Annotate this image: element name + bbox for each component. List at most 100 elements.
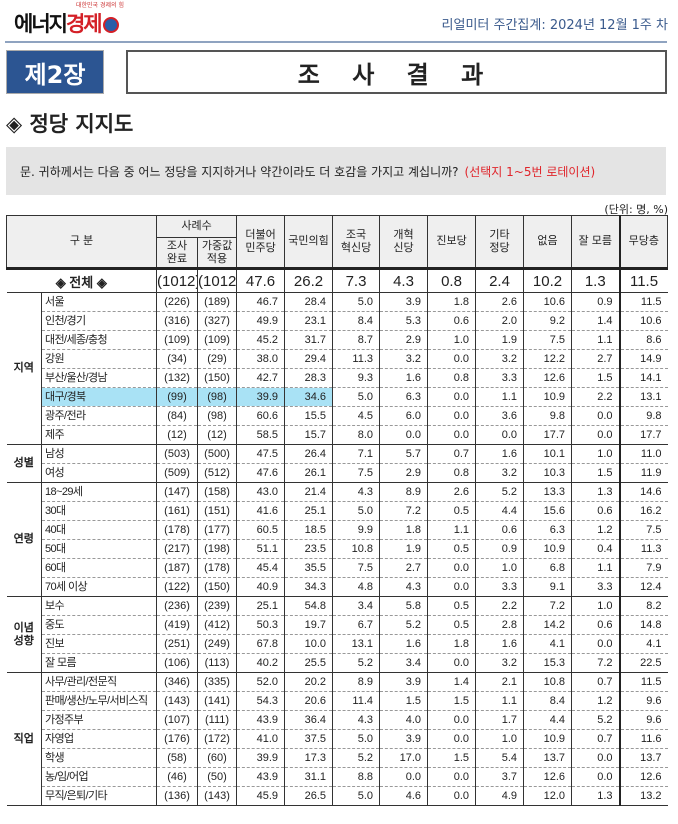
row-value: 14.6 (618, 482, 668, 502)
row-value: 14.1 (618, 368, 668, 388)
row-value: 43.9 (236, 710, 285, 730)
row-value: 5.8 (379, 596, 428, 616)
table-row: 50대 (217) (198) 51.1 23.5 10.8 1.9 0.5 0.9 10.9 0.… (7, 539, 668, 559)
row-value: (98) (197, 406, 237, 426)
row-value: 13.1 (332, 634, 380, 654)
row-value: 0.7 (427, 444, 476, 464)
row-value: 40.2 (236, 653, 285, 673)
row-value: 5.2 (571, 710, 620, 730)
row-value: 21.4 (284, 482, 333, 502)
header-category: 구 분 (5, 215, 158, 269)
row-value: 6.3 (379, 387, 428, 407)
row-value: 47.5 (236, 444, 285, 464)
row-value: (346) (156, 672, 198, 692)
row-value: 10.9 (523, 729, 572, 749)
row-value: 7.1 (332, 444, 380, 464)
question-box: 문. 귀하께서는 다음 중 어느 정당을 지지하거나 약간이라도 더 호감을 가… (6, 147, 666, 195)
row-value: 4.6 (379, 786, 428, 806)
total-value: 4.3 (379, 267, 428, 293)
row-value: 40.9 (236, 577, 285, 597)
row-value: 45.2 (236, 330, 285, 350)
row-value: 8.2 (618, 596, 668, 616)
row-value: 9.3 (332, 368, 380, 388)
row-value: 22.5 (618, 653, 668, 673)
row-value: 10.8 (523, 672, 572, 692)
chapter-title: 조 사 결 과 (126, 50, 667, 94)
row-value: 5.0 (332, 292, 380, 312)
row-value: 5.3 (379, 311, 428, 331)
row-label: 자영업 (40, 729, 157, 749)
group-label: 연령 (6, 482, 42, 597)
row-value: 43.0 (236, 482, 285, 502)
row-value: 0.6 (427, 311, 476, 331)
table-row: 연령 18~29세 (147) (158) 43.0 21.4 4.3 8.9 2.6 5.2 13… (6, 482, 668, 597)
row-value: 20.2 (284, 672, 333, 692)
row-value: 10.6 (618, 311, 668, 331)
row-value: 3.3 (571, 577, 620, 597)
unit-label: (단위: 명, %) (604, 203, 668, 216)
row-value: 18.5 (284, 520, 333, 540)
row-value: (34) (156, 349, 198, 369)
header-weighted: 가중값 적용 (197, 237, 238, 269)
row-value: 9.9 (332, 520, 380, 540)
row-value: 3.2 (475, 653, 524, 673)
row-value: 8.0 (332, 425, 380, 445)
question-text: 문. 귀하께서는 다음 중 어느 정당을 지지하거나 약간이라도 더 호감을 가… (20, 164, 459, 179)
row-value: 5.0 (332, 729, 380, 749)
row-label: 제주 (40, 425, 157, 445)
row-value: 36.4 (284, 710, 333, 730)
row-value: 38.0 (236, 349, 285, 369)
row-value: 0.0 (427, 767, 476, 787)
row-value: 60.5 (236, 520, 285, 540)
row-value: 8.6 (618, 330, 668, 350)
row-value: 54.3 (236, 691, 285, 711)
table-row: 부산/울산/경남 (132) (150) 42.7 28.3 9.3 1.6 0.8 3.3 12… (7, 368, 668, 388)
row-value: 25.1 (236, 596, 285, 616)
row-label: 여성 (40, 463, 157, 483)
row-value: 0.0 (571, 748, 620, 768)
row-label: 부산/울산/경남 (40, 368, 157, 388)
row-value: 1.0 (475, 729, 524, 749)
row-value: 15.7 (284, 425, 333, 445)
group-label: 지역 (6, 292, 42, 445)
row-value: 0.0 (427, 786, 476, 806)
row-value: 5.2 (332, 653, 380, 673)
row-value: 0.0 (379, 767, 428, 787)
row-value: 25.5 (284, 653, 333, 673)
row-value: 4.1 (523, 634, 572, 654)
row-value: 26.5 (284, 786, 333, 806)
row-value: (176) (156, 729, 198, 749)
row-value: 19.7 (284, 615, 333, 635)
row-value: 3.4 (332, 596, 380, 616)
table-row: 학생 (58) (60) 39.9 17.3 5.2 17.0 1.5 5.4 13.7 0.0 13… (7, 748, 668, 768)
table-row: 가정주부 (107) (111) 43.9 36.4 4.3 4.0 0.0 1.7 4.4 5.2… (7, 710, 668, 730)
row-value: (419) (156, 615, 198, 635)
row-value: 10.9 (523, 539, 572, 559)
row-value: 2.6 (475, 292, 524, 312)
row-value: 1.5 (571, 368, 620, 388)
row-value: 5.0 (332, 786, 380, 806)
chapter-label: 제2장 (6, 50, 104, 94)
row-value: 0.5 (427, 596, 476, 616)
row-value: 8.4 (332, 311, 380, 331)
row-value: 0.0 (571, 425, 620, 445)
row-value: 1.1 (427, 520, 476, 540)
row-value: 41.0 (236, 729, 285, 749)
header-party: 더불어 민주당 (236, 215, 286, 269)
row-value: (113) (197, 653, 237, 673)
row-value: 1.6 (379, 368, 428, 388)
row-value: 41.6 (236, 501, 285, 521)
row-value: 8.9 (379, 482, 428, 502)
row-value: (150) (197, 577, 237, 597)
results-table: 구 분 사례수 더불어 민주당 국민의힘 조국 혁신당 개혁 신당 진보당 기타 정당 없음 잘 … (5, 215, 669, 806)
row-value: 6.8 (523, 558, 572, 578)
row-label: 40대 (40, 520, 157, 540)
row-value: 3.9 (379, 672, 428, 692)
total-value: 2.4 (475, 267, 524, 293)
row-value: 7.5 (618, 520, 668, 540)
row-value: (60) (197, 748, 237, 768)
row-label: 사무/관리/전문직 (40, 672, 157, 692)
row-value: (136) (156, 786, 198, 806)
total-value: 47.6 (236, 267, 285, 293)
row-value: 58.5 (236, 425, 285, 445)
